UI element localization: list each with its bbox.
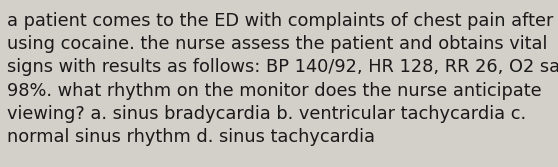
Text: a patient comes to the ED with complaints of chest pain after
using cocaine. the: a patient comes to the ED with complaint… <box>7 12 558 146</box>
